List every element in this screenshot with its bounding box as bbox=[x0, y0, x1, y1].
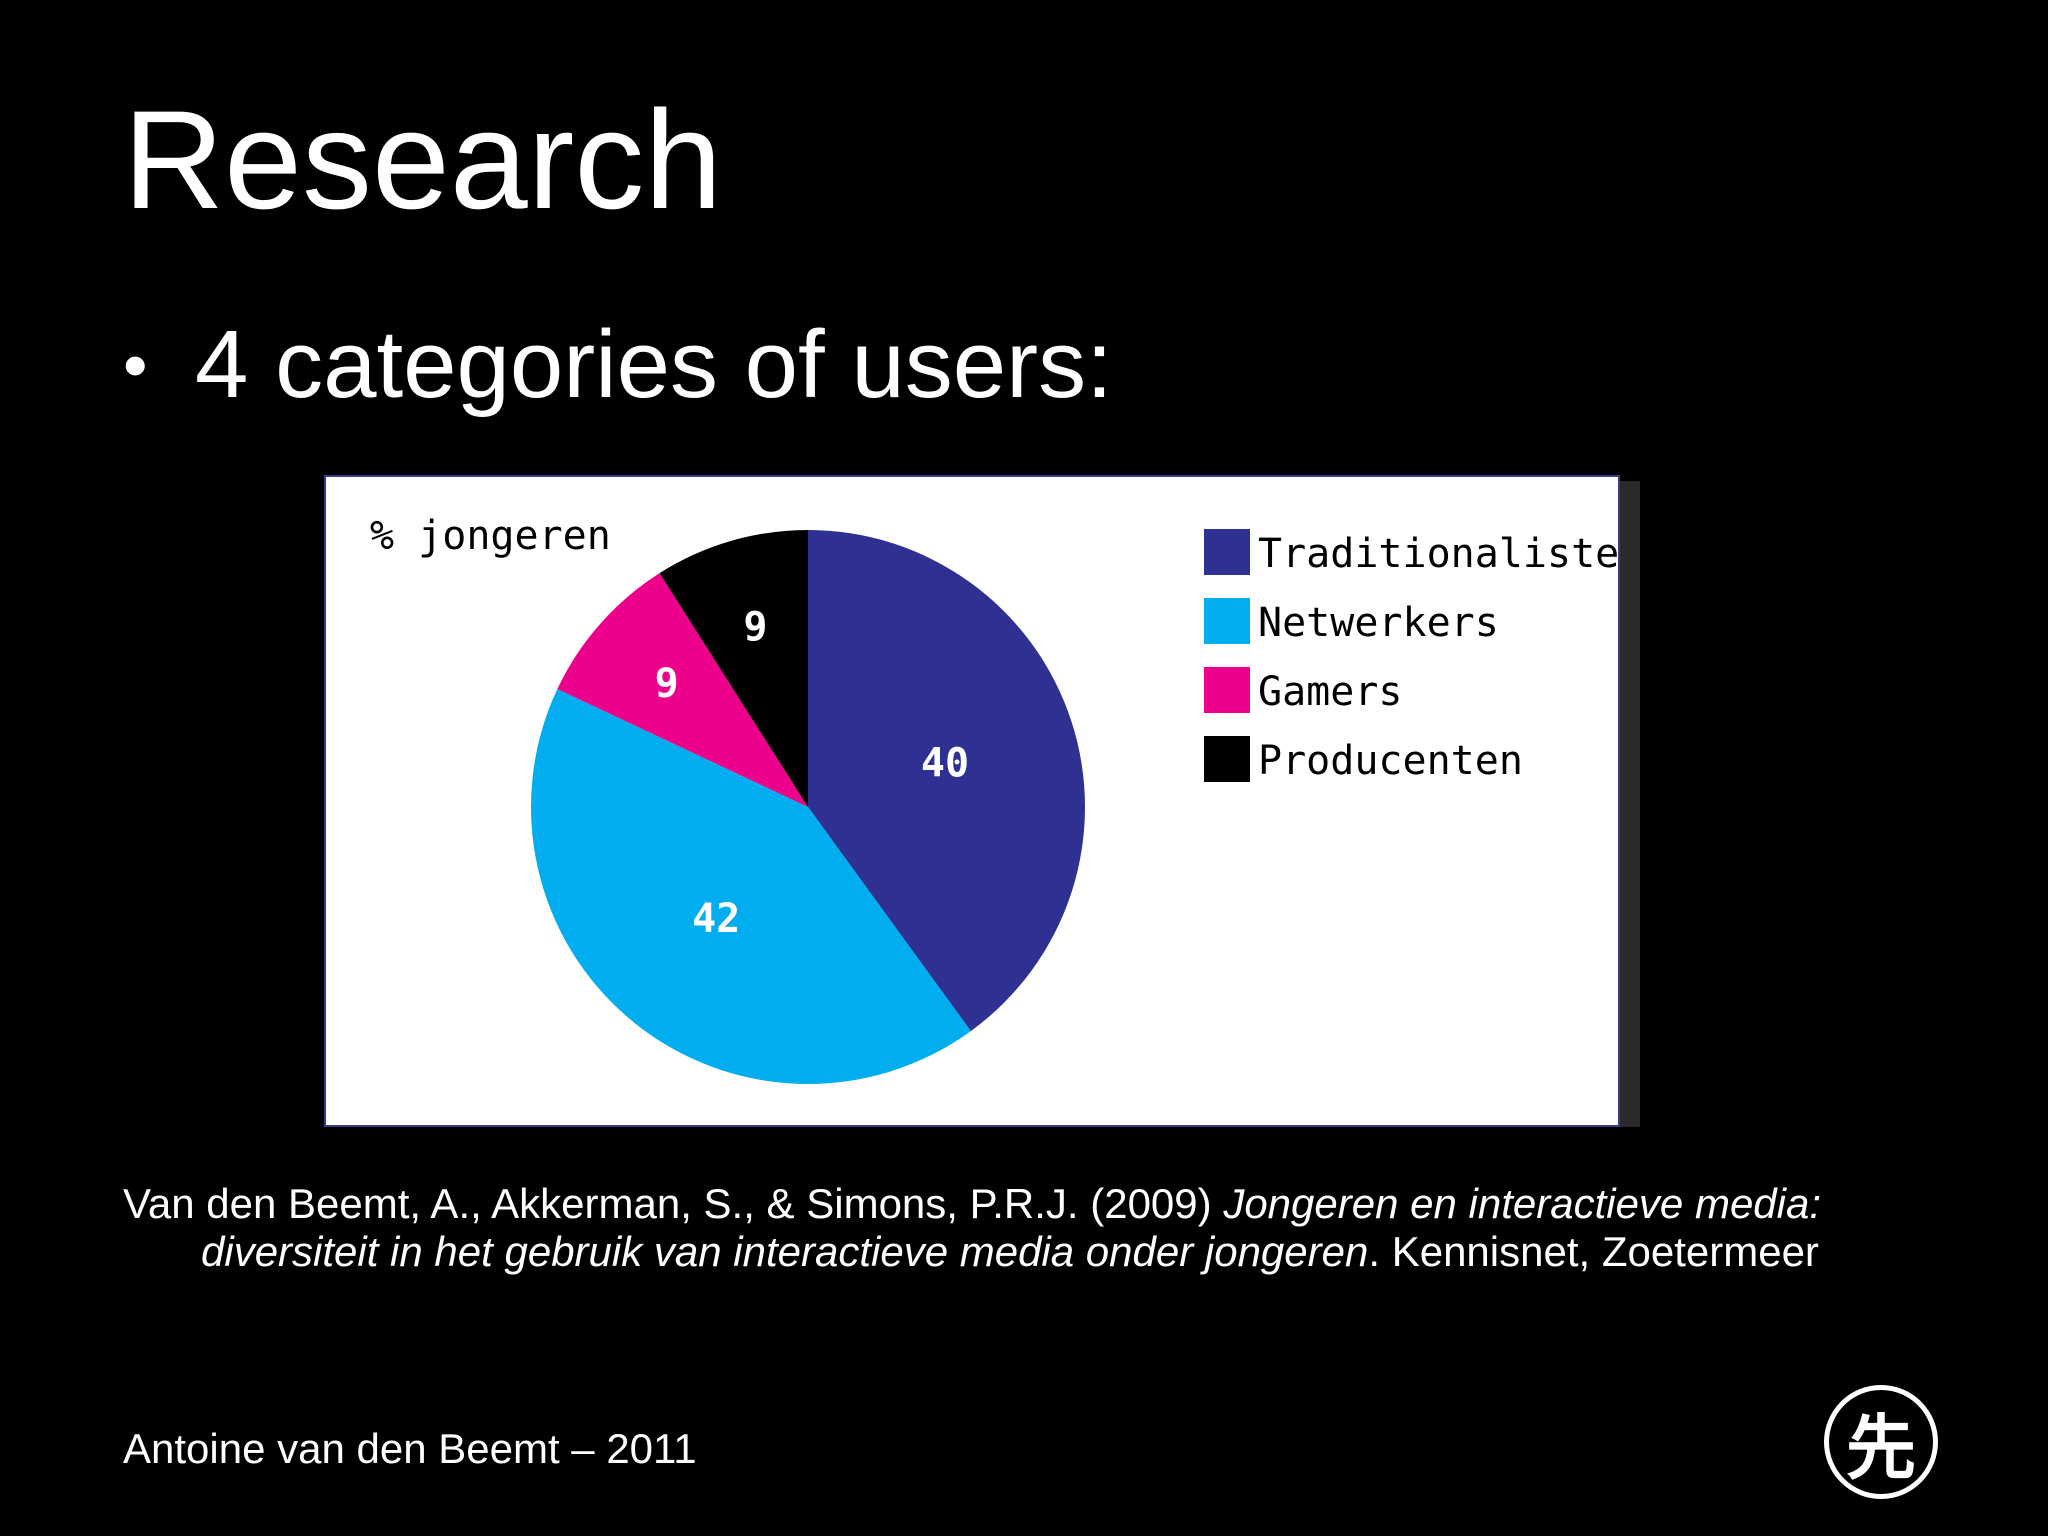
legend-label-traditionalisten: Traditionalisten bbox=[1258, 531, 1618, 577]
chart-title: % jongeren bbox=[370, 513, 611, 559]
citation-authors: Van den Beemt, A., Akkerman, S., & Simon… bbox=[123, 1180, 1224, 1227]
bullet-text: 4 categories of users: bbox=[195, 311, 1113, 418]
legend-label-producenten: Producenten bbox=[1258, 738, 1523, 784]
chart-legend: Traditionalisten Netwerkers Gamers Producen… bbox=[1204, 529, 1618, 784]
footer-author: Antoine van den Beemt – 2011 bbox=[123, 1425, 697, 1472]
citation-title-part1: Jongeren en interactieve media: bbox=[1223, 1180, 1822, 1227]
pie-chart-svg: % jongeren 40 42 9 9 Traditionalisten Netwer… bbox=[370, 513, 1618, 1084]
pie-slice-gamers bbox=[557, 573, 808, 807]
pie-slices bbox=[530, 530, 1085, 1084]
pie-value-label-traditionalisten: 40 bbox=[921, 740, 969, 786]
legend-swatch-gamers bbox=[1204, 667, 1250, 713]
slide-title: Research bbox=[123, 81, 723, 238]
bullet-item: • 4 categories of users: bbox=[123, 300, 1113, 430]
bullet-icon: • bbox=[123, 326, 148, 404]
pie-slice-traditionalisten bbox=[808, 530, 1085, 1032]
pie-value-label-producenten: 9 bbox=[743, 604, 767, 650]
legend-swatch-netwerkers bbox=[1204, 598, 1250, 644]
pie-slice-labels: 40 42 9 9 bbox=[655, 604, 969, 942]
pie-value-label-gamers: 9 bbox=[655, 660, 679, 706]
pie-slice-producenten bbox=[659, 530, 808, 807]
citation-publisher: . Kennisnet, Zoetermeer bbox=[1368, 1228, 1819, 1275]
pie-value-label-netwerkers: 42 bbox=[692, 896, 740, 942]
kanji-logo-icon: 先 bbox=[1824, 1385, 1938, 1499]
legend-label-gamers: Gamers bbox=[1258, 669, 1403, 715]
citation-title-part2: diversiteit in het gebruik van interacti… bbox=[201, 1228, 1369, 1275]
pie-chart: % jongeren 40 42 9 9 Traditionalisten Netwer… bbox=[324, 475, 1620, 1127]
legend-swatch-producenten bbox=[1204, 736, 1250, 782]
pie-slice-netwerkers bbox=[530, 689, 971, 1084]
legend-label-netwerkers: Netwerkers bbox=[1258, 600, 1499, 646]
citation: Van den Beemt, A., Akkerman, S., & Simon… bbox=[123, 1180, 1883, 1276]
legend-swatch-traditionalisten bbox=[1204, 529, 1250, 575]
